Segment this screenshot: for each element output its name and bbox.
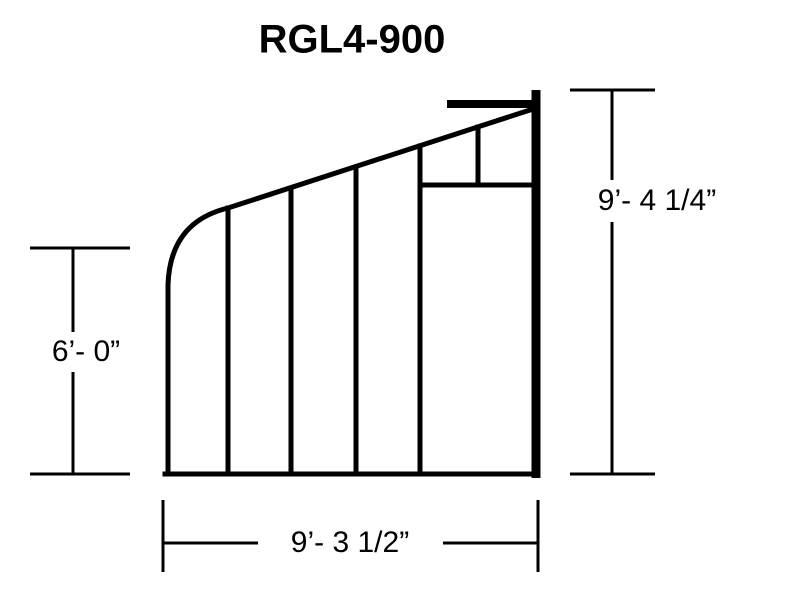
title: RGL4-900	[259, 18, 446, 62]
dimension-label: 6’- 0”	[52, 335, 120, 368]
label-background	[258, 522, 443, 564]
label-background	[35, 332, 135, 372]
roof-profile	[165, 106, 534, 477]
greenhouse-frame	[162, 90, 541, 478]
label-background	[568, 180, 748, 222]
dimension-label: 9’- 4 1/4”	[598, 184, 716, 217]
right-dimension: 9’- 4 1/4”	[568, 88, 748, 476]
left-dimension: 6’- 0”	[30, 246, 135, 476]
dimension-label: 9’- 3 1/2”	[291, 526, 409, 559]
bottom-dimension: 9’- 3 1/2”	[161, 500, 540, 572]
